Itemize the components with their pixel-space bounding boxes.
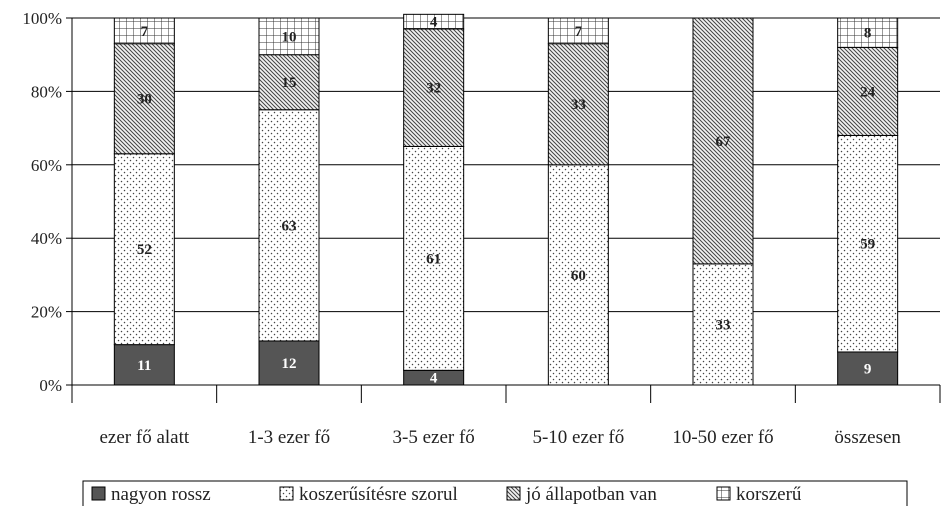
category-label: 1-3 ezer fő	[248, 427, 330, 448]
bar-segment	[837, 134, 899, 353]
legend-swatch	[506, 486, 521, 501]
y-tick-label: 40%	[31, 229, 62, 248]
data-label: 33	[716, 317, 731, 333]
category-label: 5-10 ezer fő	[532, 427, 624, 448]
bar-segment	[258, 109, 320, 342]
bar-segment	[258, 17, 320, 56]
bar-segment	[692, 263, 754, 386]
y-tick-label: 20%	[31, 303, 62, 322]
data-label: 7	[141, 24, 149, 40]
legend-box	[82, 480, 908, 506]
data-label: 24	[860, 84, 876, 100]
bars: 11 52 30 7 12 63 15 10 4 61 32 4 60 33 7 33 67 9 59 24 8	[113, 13, 899, 387]
bar-segment	[258, 340, 320, 386]
data-label: 61	[426, 251, 441, 267]
data-label: 63	[282, 218, 297, 234]
data-label: 32	[426, 81, 441, 97]
category-label: 10-50 ezer fő	[672, 427, 773, 448]
y-tick-labels: 0% 20% 40% 60% 80% 100%	[22, 9, 62, 395]
data-label: 33	[571, 97, 586, 113]
data-label: 12	[282, 356, 297, 372]
axes	[66, 17, 941, 403]
bar-segment	[547, 164, 609, 386]
bar-segment	[113, 43, 175, 155]
data-label: 4	[430, 15, 438, 31]
bar-segment	[837, 46, 899, 136]
data-label: 52	[137, 242, 152, 258]
bar-segment	[547, 43, 609, 166]
bar-segment	[403, 13, 465, 30]
y-tick-label: 60%	[31, 156, 62, 175]
bar-segment	[113, 344, 175, 386]
y-tick-label: 100%	[22, 9, 62, 28]
bar-segment	[403, 145, 465, 371]
data-label: 15	[282, 75, 297, 91]
data-label: 60	[571, 268, 586, 284]
legend-label: korszerű	[736, 484, 802, 505]
legend-label: koszerűsítésre szorul	[299, 484, 458, 505]
bar-segment	[258, 54, 320, 111]
data-label: 4	[430, 371, 438, 387]
legend-label: nagyon rossz	[111, 484, 211, 505]
y-tick-label: 0%	[39, 376, 62, 395]
data-label: 11	[137, 358, 151, 374]
data-label: 59	[860, 237, 875, 253]
data-label: 10	[282, 29, 297, 45]
bar-segment	[403, 28, 465, 147]
data-label: 30	[137, 92, 152, 108]
data-label: 8	[864, 26, 872, 42]
legend: nagyon rossz koszerűsítésre szorul jó álla…	[82, 480, 908, 506]
bar-segment	[113, 153, 175, 346]
data-label: 67	[716, 134, 732, 150]
legend-swatch	[279, 486, 294, 501]
gridlines	[72, 17, 940, 313]
category-labels: ezer fő alatt 1-3 ezer fő 3-5 ezer fő 5-10 …	[100, 427, 902, 448]
legend-label: jó állapotban van	[525, 484, 657, 505]
bar-segment	[547, 17, 609, 45]
legend-swatch	[716, 486, 731, 501]
category-label: összesen	[834, 427, 901, 448]
legend-swatch	[91, 486, 106, 501]
bar-segment	[113, 17, 175, 45]
data-label: 7	[575, 24, 583, 40]
bar-segment	[837, 17, 899, 48]
bar-segment	[692, 17, 754, 265]
y-tick-label: 80%	[31, 82, 62, 101]
category-label: ezer fő alatt	[100, 427, 190, 448]
data-label: 9	[864, 361, 872, 377]
category-label: 3-5 ezer fő	[393, 427, 475, 448]
